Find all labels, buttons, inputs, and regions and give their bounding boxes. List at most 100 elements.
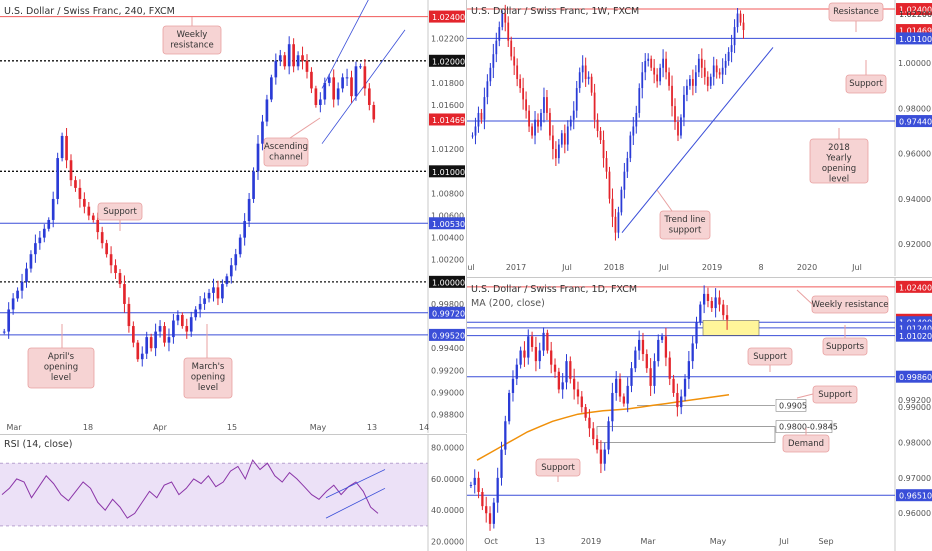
weekly-candle xyxy=(587,76,590,80)
x-axis-tick: Jul xyxy=(851,263,862,272)
daily-candle xyxy=(473,477,476,485)
h4-chart-panel[interactable]: U.S. Dollar / Swiss Franc, 240, FXCM 1.0… xyxy=(0,0,467,433)
daily-box-label-demand: 0.9800-0.9845 xyxy=(779,423,838,432)
weekly-candle xyxy=(534,119,536,136)
h4-candle xyxy=(167,337,171,343)
h4-candle xyxy=(2,331,6,333)
h4-candle xyxy=(29,254,33,269)
weekly-level-tag-bg xyxy=(896,3,932,16)
daily-candle xyxy=(641,339,645,355)
h4-level-tag: 1.02000 xyxy=(432,57,465,66)
weekly-candle xyxy=(742,22,745,31)
h4-candle xyxy=(229,265,233,277)
h4-candle xyxy=(149,337,153,349)
h4-candle xyxy=(278,55,282,61)
daily-candle xyxy=(584,407,587,418)
price-axis-label: 0.96000 xyxy=(898,509,931,518)
daily-candle xyxy=(557,371,560,390)
h4-candle xyxy=(359,66,362,68)
h4-chart-svg[interactable]: 1.02200 1.01800 1.01600 1.01200 1.00800 1.006… xyxy=(0,0,466,433)
h4-candle xyxy=(252,171,255,199)
weekly-candle xyxy=(614,216,617,233)
price-axis-label: 0.99400 xyxy=(431,344,464,353)
x-axis-tick: Mar xyxy=(640,537,656,546)
rsi-axis-label: 80.0000 xyxy=(431,444,464,453)
x-axis-tick: 13 xyxy=(367,423,377,432)
daily-candle xyxy=(511,378,515,393)
weekly-chart-panel[interactable]: U.S. Dollar / Swiss Franc, 1W, FXCM 1.00… xyxy=(467,0,932,276)
daily-candle xyxy=(626,385,629,404)
weekly-level-tag-bg xyxy=(896,32,932,45)
h4-candle xyxy=(247,198,251,222)
weekly-candle xyxy=(492,54,495,68)
h4-callout-support: Support xyxy=(103,207,137,217)
rsi-chart-svg[interactable]: 80.0000 60.0000 40.0000 20.0000 xyxy=(0,435,466,551)
h4-candle xyxy=(270,77,273,100)
daily-candle xyxy=(618,378,622,397)
daily-chart-panel[interactable]: U.S. Dollar / Swiss Franc, 1D, FXCM MA (… xyxy=(467,277,932,551)
daily-candle xyxy=(530,336,534,347)
h4-candle xyxy=(60,135,64,159)
price-axis-label: 0.96000 xyxy=(898,150,931,159)
weekly-candle xyxy=(546,97,548,113)
price-axis-label: 0.94000 xyxy=(898,195,931,204)
daily-candle xyxy=(561,382,564,390)
h4-candle xyxy=(345,77,349,79)
h4-candle xyxy=(336,88,340,100)
daily-callout-support-2-pointer xyxy=(796,393,814,399)
h4-candle xyxy=(109,254,113,266)
weekly-candle xyxy=(572,110,575,120)
weekly-candle xyxy=(593,92,596,120)
daily-candle xyxy=(515,364,518,379)
daily-candle xyxy=(546,332,549,351)
daily-candle xyxy=(695,322,698,344)
daily-candle xyxy=(580,396,583,408)
h4-chart-title: U.S. Dollar / Swiss Franc, 240, FXCM xyxy=(4,6,175,17)
daily-candle xyxy=(603,449,606,464)
price-axis-label: 0.98000 xyxy=(898,438,931,447)
h4-level-tag: 1.00000 xyxy=(432,278,465,287)
h4-candle xyxy=(47,219,51,229)
rsi-band xyxy=(0,463,428,526)
h4-candle xyxy=(225,276,229,285)
h4-candle xyxy=(198,303,202,310)
weekly-candle xyxy=(691,79,694,86)
h4-candle xyxy=(332,77,336,100)
weekly-candle xyxy=(477,112,480,127)
h4-candle xyxy=(296,55,300,67)
h4-candle xyxy=(20,281,24,291)
daily-candle xyxy=(496,477,499,503)
h4-candle xyxy=(265,99,269,122)
weekly-chart-svg[interactable]: 1.00000 0.98000 0.96000 0.94000 0.92000 1.024… xyxy=(467,0,932,276)
x-axis-tick: Apr xyxy=(153,423,168,432)
weekly-candle xyxy=(671,85,673,107)
daily-box-label-0.9905: 0.9905 xyxy=(779,401,807,410)
rsi-trend-lower xyxy=(325,487,386,519)
x-axis-tick: 2019 xyxy=(581,537,601,546)
daily-candle xyxy=(660,336,664,340)
weekly-candle xyxy=(471,135,474,137)
daily-candle xyxy=(687,361,690,379)
x-axis-tick: May xyxy=(310,423,327,432)
weekly-candle xyxy=(665,58,667,73)
weekly-candle xyxy=(516,65,519,80)
daily-candle xyxy=(653,361,656,386)
daily-candle xyxy=(649,368,652,386)
rsi-panel[interactable]: RSI (14, close) 80.0000 60.0000 40.0000 20.… xyxy=(0,434,467,551)
h4-candle xyxy=(78,187,82,199)
weekly-candle xyxy=(540,112,542,127)
weekly-candle xyxy=(605,158,608,172)
h4-level-tag: 1.02400 xyxy=(432,13,465,22)
h4-callout-weekly-resistance: Weekly xyxy=(177,30,208,40)
weekly-level-tag-bg xyxy=(896,115,932,128)
h4-candle xyxy=(372,105,376,120)
h4-candle xyxy=(341,77,344,89)
h4-candle xyxy=(136,342,140,360)
h4-callout-aprils-opening: level xyxy=(51,373,71,383)
weekly-level-tag: 1.01469 xyxy=(899,27,932,36)
daily-level-tag: 1.02400 xyxy=(899,283,932,292)
weekly-candle xyxy=(480,112,483,120)
daily-candle xyxy=(668,357,671,379)
weekly-callout-support: Support xyxy=(849,79,883,89)
